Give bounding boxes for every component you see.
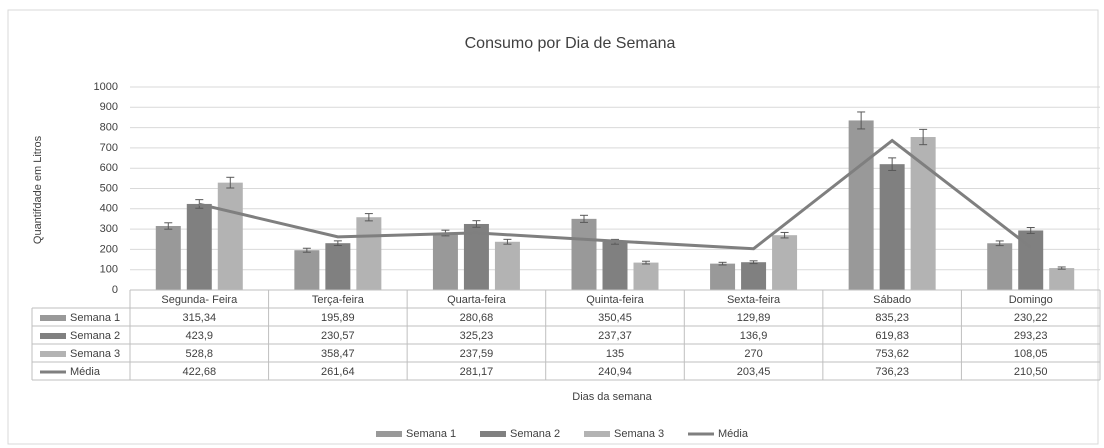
- data-label: 423,9: [186, 330, 214, 342]
- data-label: 753,62: [875, 348, 909, 360]
- legend-key: [376, 431, 402, 437]
- bar: [494, 241, 520, 290]
- table-legend-key: [40, 315, 66, 321]
- data-label: 315,34: [182, 312, 216, 324]
- line-series: [198, 138, 1032, 251]
- y-tick-label: 200: [100, 243, 118, 255]
- y-tick-label: 1000: [94, 81, 118, 93]
- data-label: 835,23: [875, 312, 909, 324]
- x-tick-label: Domingo: [1009, 294, 1053, 306]
- x-tick-label: Segunda- Feira: [161, 294, 238, 306]
- bar: [602, 241, 628, 290]
- table-row-label: Semana 2: [70, 330, 120, 342]
- x-axis-label: Dias da semana: [572, 391, 652, 403]
- y-tick-label: 900: [100, 101, 118, 113]
- bar: [879, 164, 905, 290]
- data-label: 136,9: [740, 330, 768, 342]
- y-tick-label: 100: [100, 264, 118, 276]
- data-label: 350,45: [598, 312, 632, 324]
- data-label: 528,8: [186, 348, 214, 360]
- x-tick-label: Quarta-feira: [447, 294, 507, 306]
- bar: [571, 218, 597, 290]
- x-tick-label: Quinta-feira: [586, 294, 644, 306]
- y-axis-label: Quantifdade em Litros: [32, 135, 44, 244]
- data-label: 280,68: [460, 312, 494, 324]
- legend-label: Semana 1: [406, 428, 456, 440]
- bar: [848, 120, 874, 291]
- y-tick-label: 400: [100, 203, 118, 215]
- data-label: 270: [744, 348, 762, 360]
- bar: [710, 263, 736, 290]
- data-label: 230,22: [1014, 312, 1048, 324]
- bar: [294, 250, 320, 290]
- data-label: 203,45: [737, 366, 771, 378]
- legend-label: Média: [718, 428, 749, 440]
- bar: [772, 235, 798, 290]
- bar: [633, 262, 659, 290]
- bar: [217, 182, 243, 290]
- data-label: 325,23: [460, 330, 494, 342]
- legend-key: [480, 431, 506, 437]
- data-label: 237,59: [460, 348, 494, 360]
- bar: [432, 233, 458, 290]
- x-tick-label: Terça-feira: [312, 294, 365, 306]
- data-label: 281,17: [460, 366, 494, 378]
- table-row-label: Semana 1: [70, 312, 120, 324]
- data-label: 195,89: [321, 312, 355, 324]
- table-legend-key: [40, 351, 66, 357]
- data-label: 358,47: [321, 348, 355, 360]
- bar: [356, 217, 382, 290]
- data-label: 210,50: [1014, 366, 1048, 378]
- legend-label: Semana 2: [510, 428, 560, 440]
- table-row-label: Semana 3: [70, 348, 120, 360]
- x-tick-label: Sábado: [873, 294, 911, 306]
- data-label: 240,94: [598, 366, 632, 378]
- bar: [155, 225, 181, 290]
- table-row-label: Média: [70, 366, 101, 378]
- data-label: 619,83: [875, 330, 909, 342]
- y-tick-label: 800: [100, 122, 118, 134]
- data-label: 736,23: [875, 366, 909, 378]
- table-legend-key: [40, 333, 66, 339]
- y-tick-label: 700: [100, 142, 118, 154]
- data-label: 230,57: [321, 330, 355, 342]
- bar: [325, 243, 351, 290]
- bar: [741, 262, 767, 290]
- x-tick-label: Sexta-feira: [727, 294, 781, 306]
- legend-label: Semana 3: [614, 428, 664, 440]
- data-label: 261,64: [321, 366, 355, 378]
- y-tick-label: 0: [112, 284, 118, 296]
- bar: [463, 223, 489, 290]
- bar: [987, 243, 1013, 290]
- bar: [910, 137, 936, 290]
- data-label: 237,37: [598, 330, 632, 342]
- y-tick-label: 300: [100, 223, 118, 235]
- y-tick-label: 500: [100, 182, 118, 194]
- data-label: 293,23: [1014, 330, 1048, 342]
- data-label: 422,68: [182, 366, 216, 378]
- y-tick-label: 600: [100, 162, 118, 174]
- chart-title: Consumo por Dia de Semana: [465, 35, 676, 52]
- legend-key: [584, 431, 610, 437]
- bar: [186, 203, 212, 290]
- data-label: 129,89: [737, 312, 771, 324]
- bar: [1049, 268, 1075, 290]
- data-label: 135: [606, 348, 624, 360]
- data-label: 108,05: [1014, 348, 1048, 360]
